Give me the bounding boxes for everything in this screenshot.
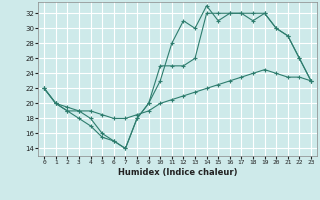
X-axis label: Humidex (Indice chaleur): Humidex (Indice chaleur) <box>118 168 237 177</box>
